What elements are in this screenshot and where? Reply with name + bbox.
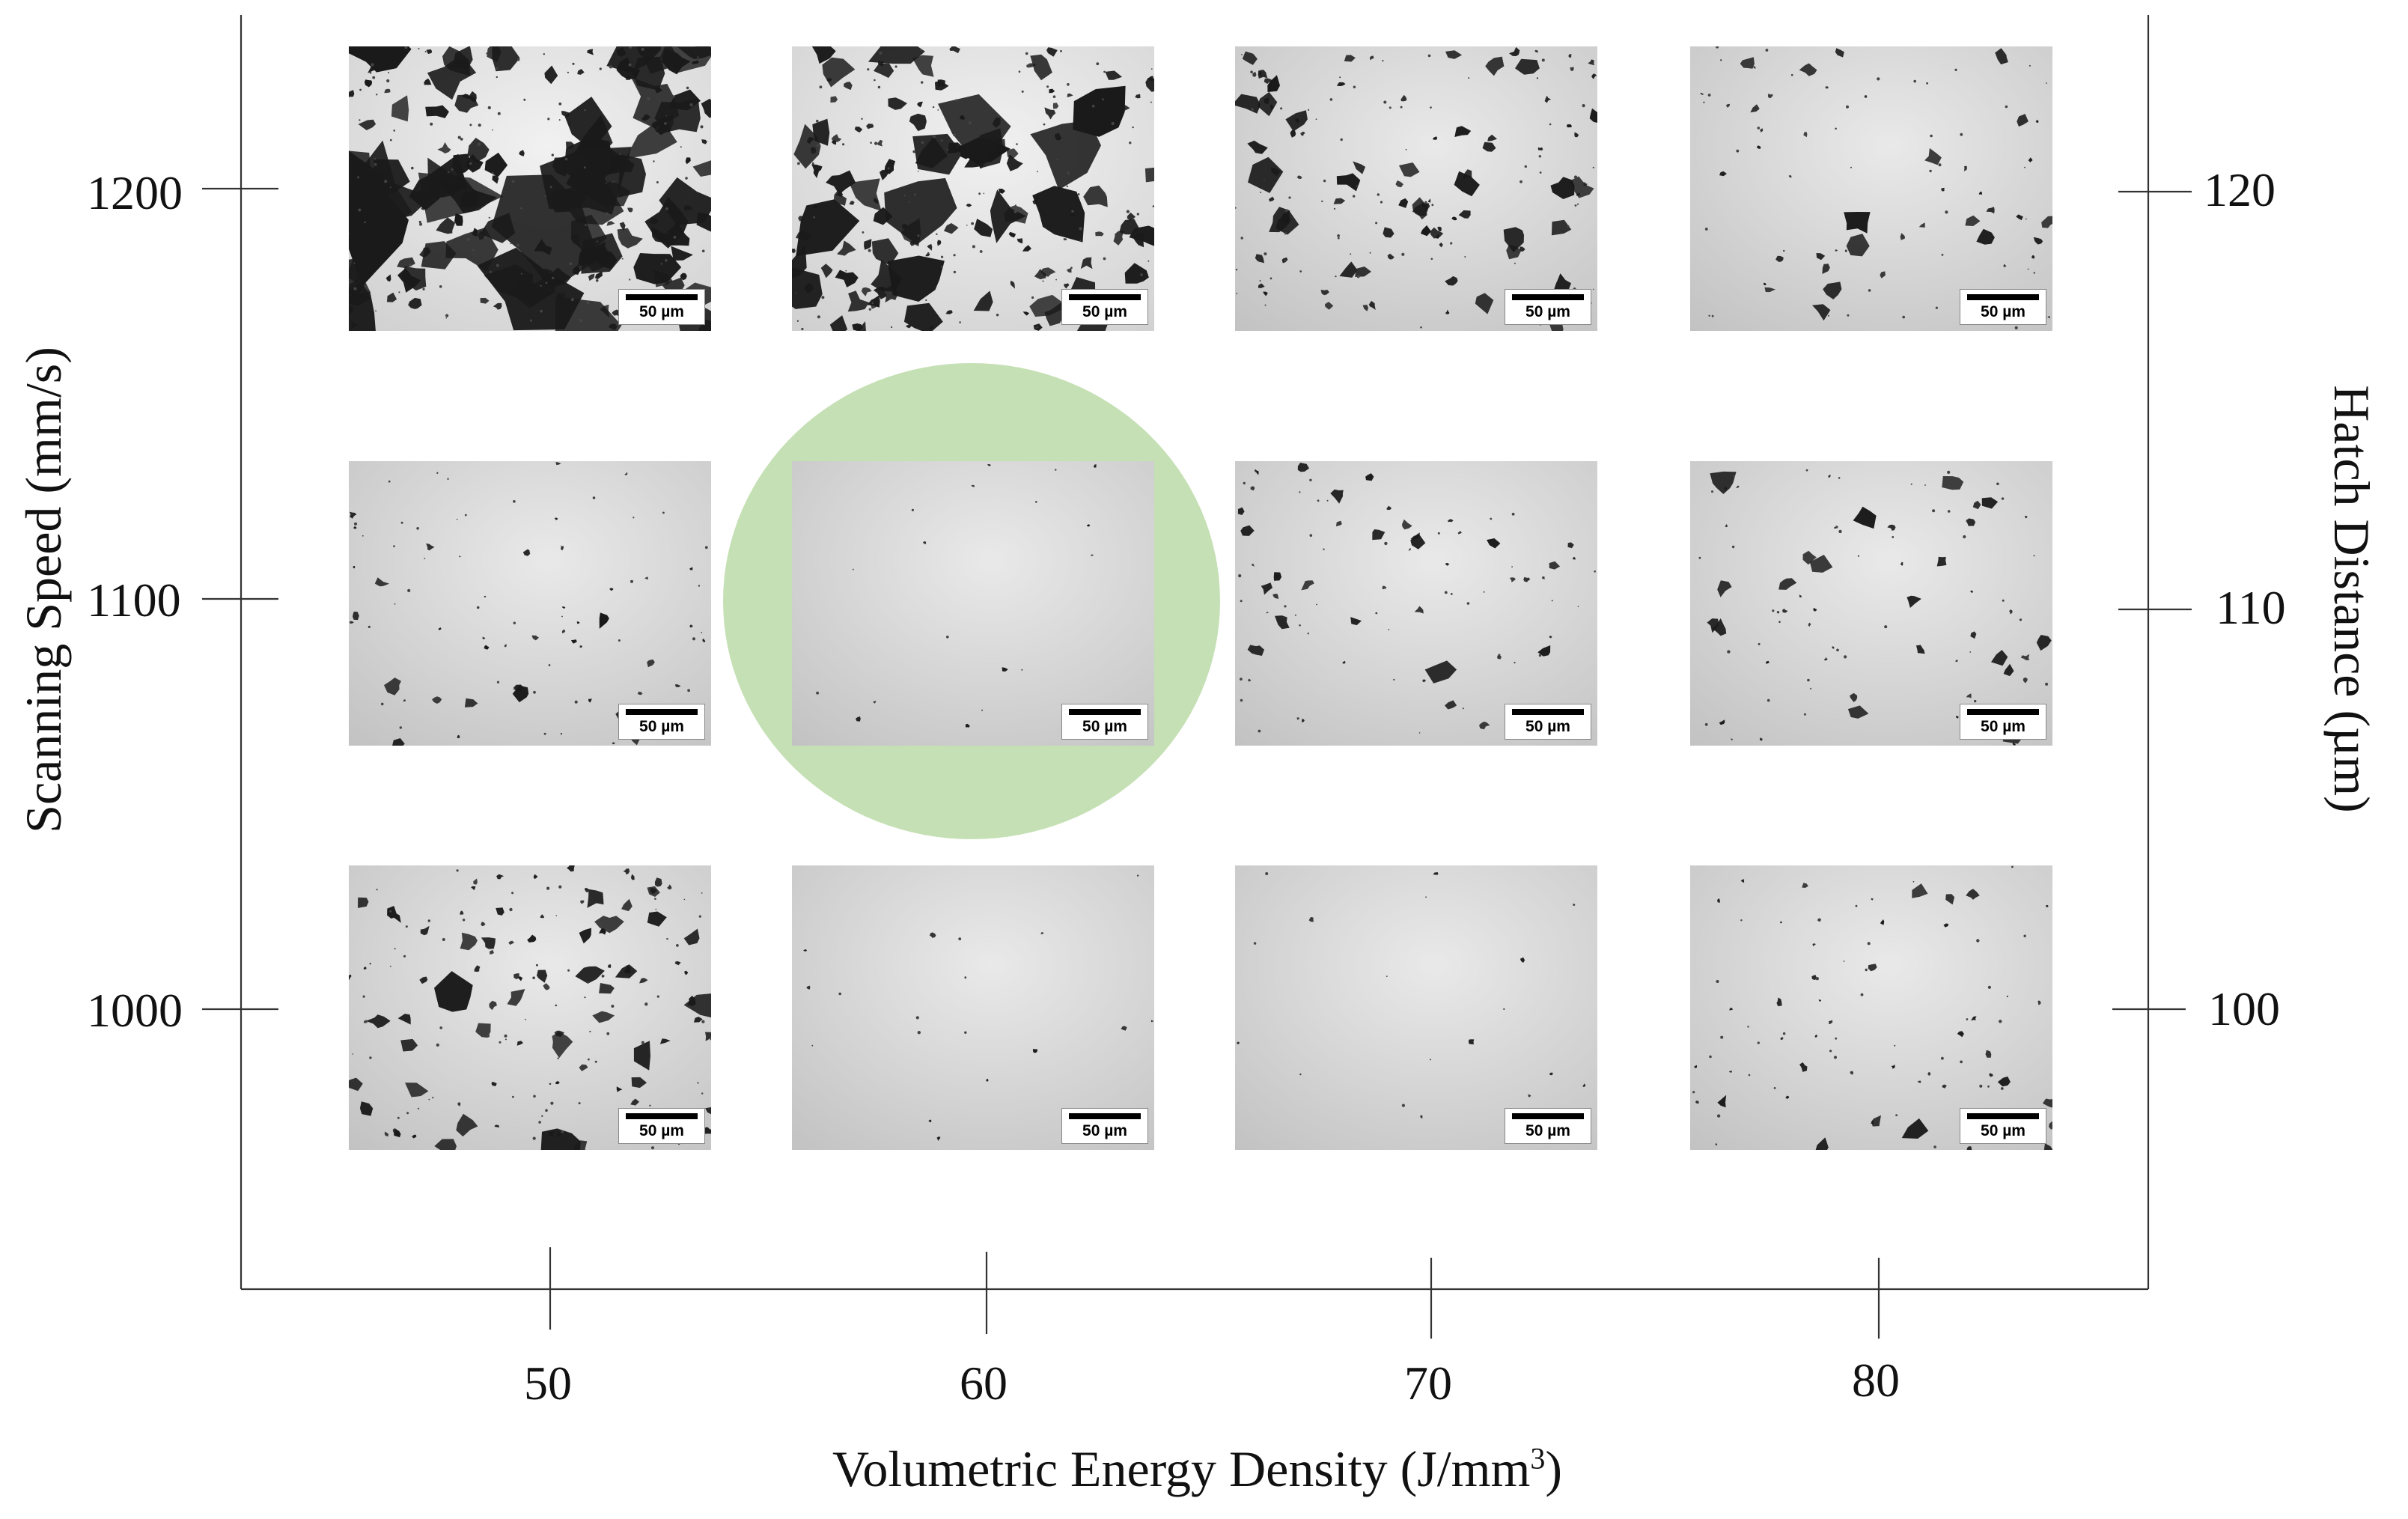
micrograph-image <box>792 865 1154 1150</box>
micrograph-image <box>1235 461 1597 746</box>
y-left-axis-title: Scanning Speed (mm/s) <box>15 347 72 833</box>
micrograph-image <box>349 865 711 1150</box>
scale-bar-line <box>1967 294 2039 300</box>
micrograph-image <box>1690 865 2052 1150</box>
micrograph-image <box>1235 865 1597 1150</box>
micrograph-image <box>1235 46 1597 331</box>
micrograph-tile: 50 µm <box>792 865 1154 1150</box>
scale-bar: 50 µm <box>1960 704 2046 740</box>
scale-bar-line <box>1069 1113 1141 1119</box>
micrograph-tile: 50 µm <box>1235 865 1597 1150</box>
scale-bar-label: 50 µm <box>639 1122 684 1139</box>
micrograph-image <box>349 461 711 746</box>
scale-bar-line <box>1512 709 1584 715</box>
x-tick-label: 50 <box>524 1357 572 1410</box>
micrograph-image <box>1690 461 2052 746</box>
micrograph-tile: 50 µm <box>1235 461 1597 746</box>
scale-bar: 50 µm <box>1061 289 1148 325</box>
x-axis-title: Volumetric Energy Density (J/mm3) <box>832 1443 1562 1494</box>
x-axis-title-superscript: 3 <box>1530 1441 1546 1476</box>
scale-bar: 50 µm <box>618 289 705 325</box>
micrograph-tile: 50 µm <box>1690 461 2052 746</box>
scale-bar-label: 50 µm <box>1082 1122 1127 1139</box>
scale-bar-label: 50 µm <box>1525 303 1570 320</box>
y-left-tick-label: 1100 <box>87 573 181 627</box>
micrograph-image <box>349 46 711 331</box>
x-axis-title-close: ) <box>1545 1440 1563 1497</box>
scale-bar-label: 50 µm <box>1525 718 1570 735</box>
x-tick-label: 60 <box>960 1357 1008 1410</box>
scale-bar-line <box>1069 294 1141 300</box>
scale-bar: 50 µm <box>1061 704 1148 740</box>
scale-bar-label: 50 µm <box>1981 718 2026 735</box>
scale-bar: 50 µm <box>618 704 705 740</box>
scale-bar-line <box>1512 294 1584 300</box>
x-axis-title-text: Volumetric Energy Density (J/mm <box>832 1440 1531 1497</box>
scale-bar-line <box>1512 1113 1584 1119</box>
scale-bar: 50 µm <box>1960 1108 2046 1144</box>
y-right-axis-title: Hatch Distance (µm) <box>2323 385 2380 813</box>
scale-bar-line <box>1069 709 1141 715</box>
scale-bar-label: 50 µm <box>639 718 684 735</box>
micrograph-image <box>1690 46 2052 331</box>
scale-bar: 50 µm <box>1505 704 1591 740</box>
micrograph-image <box>792 46 1154 331</box>
y-right-tick-label: 100 <box>2208 982 2280 1035</box>
micrograph-tile: 50 µm <box>1690 46 2052 331</box>
scale-bar-line <box>626 709 698 715</box>
scale-bar-line <box>1967 709 2039 715</box>
y-right-tick-label: 120 <box>2204 163 2276 216</box>
micrograph-tile: 50 µm <box>792 461 1154 746</box>
y-right-tick-label: 110 <box>2216 581 2286 634</box>
scale-bar-label: 50 µm <box>1082 718 1127 735</box>
y-left-tick-label: 1200 <box>87 166 183 219</box>
micrograph-tile: 50 µm <box>349 46 711 331</box>
scale-bar: 50 µm <box>1505 1108 1591 1144</box>
scale-bar-line <box>1967 1113 2039 1119</box>
x-tick-label: 80 <box>1852 1354 1900 1407</box>
scale-bar-label: 50 µm <box>1981 303 2026 320</box>
scale-bar: 50 µm <box>1505 289 1591 325</box>
micrograph-tile: 50 µm <box>1690 865 2052 1150</box>
scale-bar: 50 µm <box>618 1108 705 1144</box>
scale-bar-label: 50 µm <box>639 303 684 320</box>
micrograph-tile: 50 µm <box>792 46 1154 331</box>
y-left-tick-label: 1000 <box>87 984 183 1037</box>
scale-bar-label: 50 µm <box>1082 303 1127 320</box>
x-tick-label: 70 <box>1404 1357 1452 1410</box>
scale-bar-label: 50 µm <box>1981 1122 2026 1139</box>
scale-bar-line <box>626 1113 698 1119</box>
scale-bar-line <box>626 294 698 300</box>
scale-bar-label: 50 µm <box>1525 1122 1570 1139</box>
micrograph-tile: 50 µm <box>349 865 711 1150</box>
scale-bar: 50 µm <box>1960 289 2046 325</box>
micrograph-image <box>792 461 1154 746</box>
scale-bar: 50 µm <box>1061 1108 1148 1144</box>
micrograph-tile: 50 µm <box>349 461 711 746</box>
micrograph-tile: 50 µm <box>1235 46 1597 331</box>
